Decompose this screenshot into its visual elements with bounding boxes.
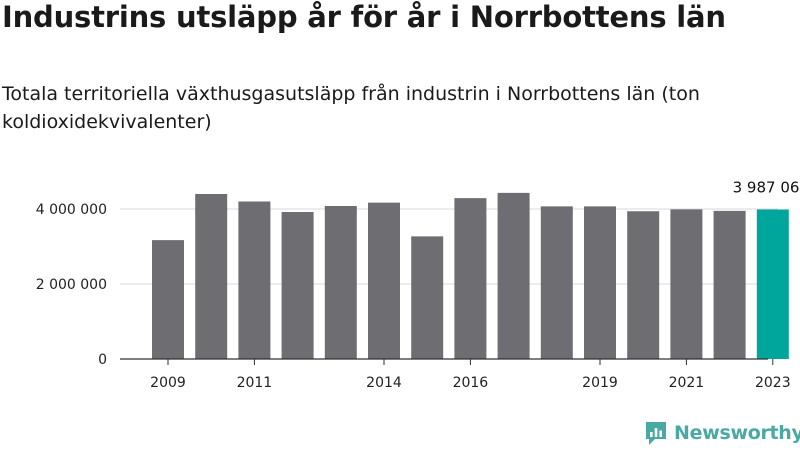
bar-chart-logo-icon — [646, 422, 666, 445]
bar-2019 — [584, 206, 616, 359]
bar-2020 — [627, 211, 660, 359]
bar-2021 — [670, 209, 703, 359]
bars — [152, 192, 789, 359]
data-label-2023: 3 987 062 — [733, 178, 800, 196]
brand-name: Newsworthy — [674, 422, 800, 444]
data-labels: 3 987 062 — [733, 178, 800, 196]
bar-2023 — [756, 209, 789, 359]
x-tick-label: 2014 — [366, 375, 402, 391]
x-tick-label: 2019 — [582, 375, 618, 391]
bar-2017 — [497, 192, 530, 359]
y-axis-ticks: 0 2 000 000 4 000 000 — [36, 202, 107, 368]
y-tick-label: 2 000 000 — [36, 277, 107, 293]
chart-subtitle: Totala territoriella växthusgasutsläpp f… — [2, 83, 700, 133]
brand-logo: Newsworthy — [644, 420, 800, 446]
bar-2011 — [238, 201, 271, 359]
x-tick-label: 2021 — [669, 375, 705, 391]
x-tick-label: 2009 — [150, 375, 186, 391]
x-tick-label: 2023 — [755, 375, 791, 391]
bar-2022 — [713, 210, 746, 359]
bar-2009 — [152, 240, 184, 359]
chart-title: Industrins utsläpp år för år i Norrbotte… — [2, 0, 726, 34]
x-tick-label: 2011 — [237, 375, 273, 391]
bar-2016 — [454, 198, 487, 359]
y-tick-label: 0 — [98, 352, 107, 368]
gridlines — [120, 208, 778, 285]
bar-2012 — [281, 212, 314, 359]
bar-2015 — [411, 236, 444, 359]
bar-2014 — [368, 202, 400, 359]
x-axis-ticks: 2009 2011 2014 2016 2019 2021 2023 — [150, 359, 791, 391]
bar-2010 — [195, 194, 228, 359]
bar-2013 — [324, 206, 357, 359]
x-tick-label: 2016 — [453, 375, 489, 391]
bar-2018 — [540, 206, 573, 359]
y-tick-label: 4 000 000 — [36, 202, 107, 218]
